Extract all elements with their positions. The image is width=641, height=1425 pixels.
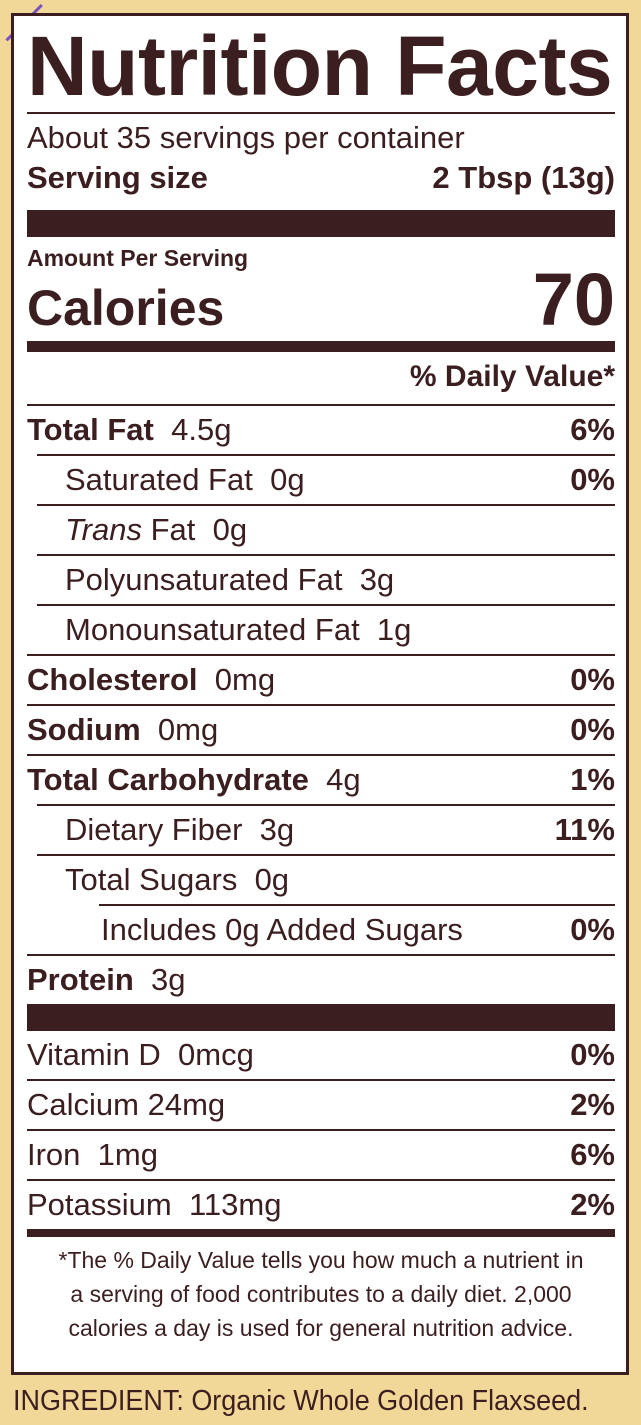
vitamin-dv: 0%	[570, 1037, 615, 1072]
nutrient-name: Dietary Fiber	[65, 812, 243, 847]
thick-divider	[27, 210, 615, 237]
nutrient-dv: 0%	[570, 912, 615, 947]
nutrient-amount: 0g	[254, 862, 290, 897]
footnote-line: a serving of food contributes to a daily…	[70, 1281, 572, 1307]
nutrient-name: Sodium	[27, 712, 141, 747]
vitamin-row-calcium: Calcium 24mg 2%	[27, 1079, 615, 1129]
nutrient-amount: 0g	[212, 512, 248, 547]
amount-per-serving: Amount Per Serving	[27, 245, 249, 271]
nutrient-amount: 0mg	[157, 712, 219, 747]
vitamin-dv: 6%	[570, 1137, 615, 1172]
footnote: *The % Daily Value tells you how much a …	[27, 1237, 615, 1345]
nutrient-name: Polyunsaturated Fat	[65, 562, 343, 597]
daily-value-header: % Daily Value*	[409, 360, 615, 393]
nutrient-name: Trans	[65, 512, 142, 547]
nutrient-row-protein: Protein 3g	[27, 954, 615, 1004]
vitamin-row-iron: Iron 1mg 6%	[27, 1129, 615, 1179]
serving-size-value: 2 Tbsp (13g)	[432, 160, 615, 195]
vitamin-amount: 1mg	[97, 1137, 158, 1172]
panel-title: Nutrition Facts	[27, 19, 613, 113]
nutrient-amount: 3g	[359, 562, 395, 597]
nutrient-amount: 0g	[270, 462, 305, 497]
calories-value: 70	[532, 258, 615, 341]
vitamin-name: Iron	[27, 1137, 81, 1172]
nutrient-row-total-fat: Total Fat 4.5g 6%	[27, 404, 615, 454]
nutrient-row-trans-fat: Trans Fat 0g	[37, 504, 615, 554]
nutrient-name: Protein	[27, 962, 134, 997]
vitamin-row-potassium: Potassium 113mg 2%	[27, 1179, 615, 1229]
nutrient-row-polyunsaturated-fat: Polyunsaturated Fat 3g	[37, 554, 615, 604]
vitamin-dv: 2%	[570, 1187, 615, 1222]
thick-divider	[27, 1004, 615, 1031]
vitamin-dv: 2%	[570, 1087, 615, 1122]
nutrient-name: Includes 0g Added Sugars	[101, 912, 463, 947]
nutrient-dv: 0%	[570, 462, 615, 497]
nutrient-name: Monounsaturated Fat	[65, 612, 360, 647]
nutrient-amount: 3g	[151, 962, 186, 997]
nutrient-amount: 3g	[259, 812, 295, 847]
nutrient-row-dietary-fiber: Dietary Fiber 3g 11%	[37, 804, 615, 854]
nutrient-dv: 11%	[554, 812, 615, 847]
vitamin-amount: 113mg	[188, 1187, 282, 1222]
vitamin-name: Vitamin D	[27, 1037, 161, 1072]
serving-size-row: Serving size 2 Tbsp (13g)	[27, 158, 615, 198]
nutrient-amount: 4.5g	[171, 412, 232, 447]
nutrient-row-total-carbohydrate: Total Carbohydrate 4g 1%	[27, 754, 615, 804]
nutrient-row-cholesterol: Cholesterol 0mg 0%	[27, 654, 615, 704]
medium-divider	[27, 1229, 615, 1237]
nutrition-facts-panel: Nutrition Facts About 35 servings per co…	[11, 13, 629, 1375]
vitamin-name: Calcium	[27, 1087, 139, 1122]
nutrient-dv: 6%	[570, 412, 615, 447]
serving-size-label: Serving size	[27, 160, 208, 195]
calories-row: Calories 70	[27, 263, 615, 337]
nutrient-name: Saturated Fat	[65, 462, 253, 497]
nutrient-dv: 0%	[570, 662, 615, 697]
vitamin-name: Potassium	[27, 1187, 172, 1222]
calories-label: Calories	[27, 280, 225, 336]
vitamin-amount: 24mg	[147, 1087, 226, 1122]
servings-per-container: About 35 servings per container	[27, 120, 465, 155]
nutrient-amount: 0mg	[214, 662, 276, 697]
nutrient-name: Total Fat	[27, 412, 154, 447]
nutrient-row-sodium: Sodium 0mg 0%	[27, 704, 615, 754]
nutrient-row-monounsaturated-fat: Monounsaturated Fat 1g	[37, 604, 615, 654]
nutrient-name: Cholesterol	[27, 662, 198, 697]
vitamin-amount: 0mcg	[178, 1037, 254, 1072]
nutrient-name: Total Sugars	[65, 862, 238, 897]
medium-divider	[27, 341, 615, 352]
nutrient-row-added-sugars: Includes 0g Added Sugars 0%	[99, 904, 615, 954]
divider	[27, 112, 615, 114]
nutrient-name: Total Carbohydrate	[27, 762, 309, 797]
nutrient-dv: 0%	[570, 712, 615, 747]
nutrient-row-saturated-fat: Saturated Fat 0g 0%	[37, 454, 615, 504]
vitamin-row-vitamin-d: Vitamin D 0mcg 0%	[27, 1031, 615, 1079]
nutrient-name-suffix: Fat	[141, 512, 196, 547]
ingredient-statement: INGREDIENT: Organic Whole Golden Flaxsee…	[13, 1385, 589, 1417]
nutrient-row-total-sugars: Total Sugars 0g	[37, 854, 615, 904]
nutrient-amount: 4g	[326, 762, 361, 797]
nutrient-amount: 1g	[376, 612, 412, 647]
footnote-line: calories a day is used for general nutri…	[68, 1315, 574, 1341]
nutrient-dv: 1%	[570, 762, 615, 797]
footnote-line: *The % Daily Value tells you how much a …	[58, 1247, 584, 1273]
